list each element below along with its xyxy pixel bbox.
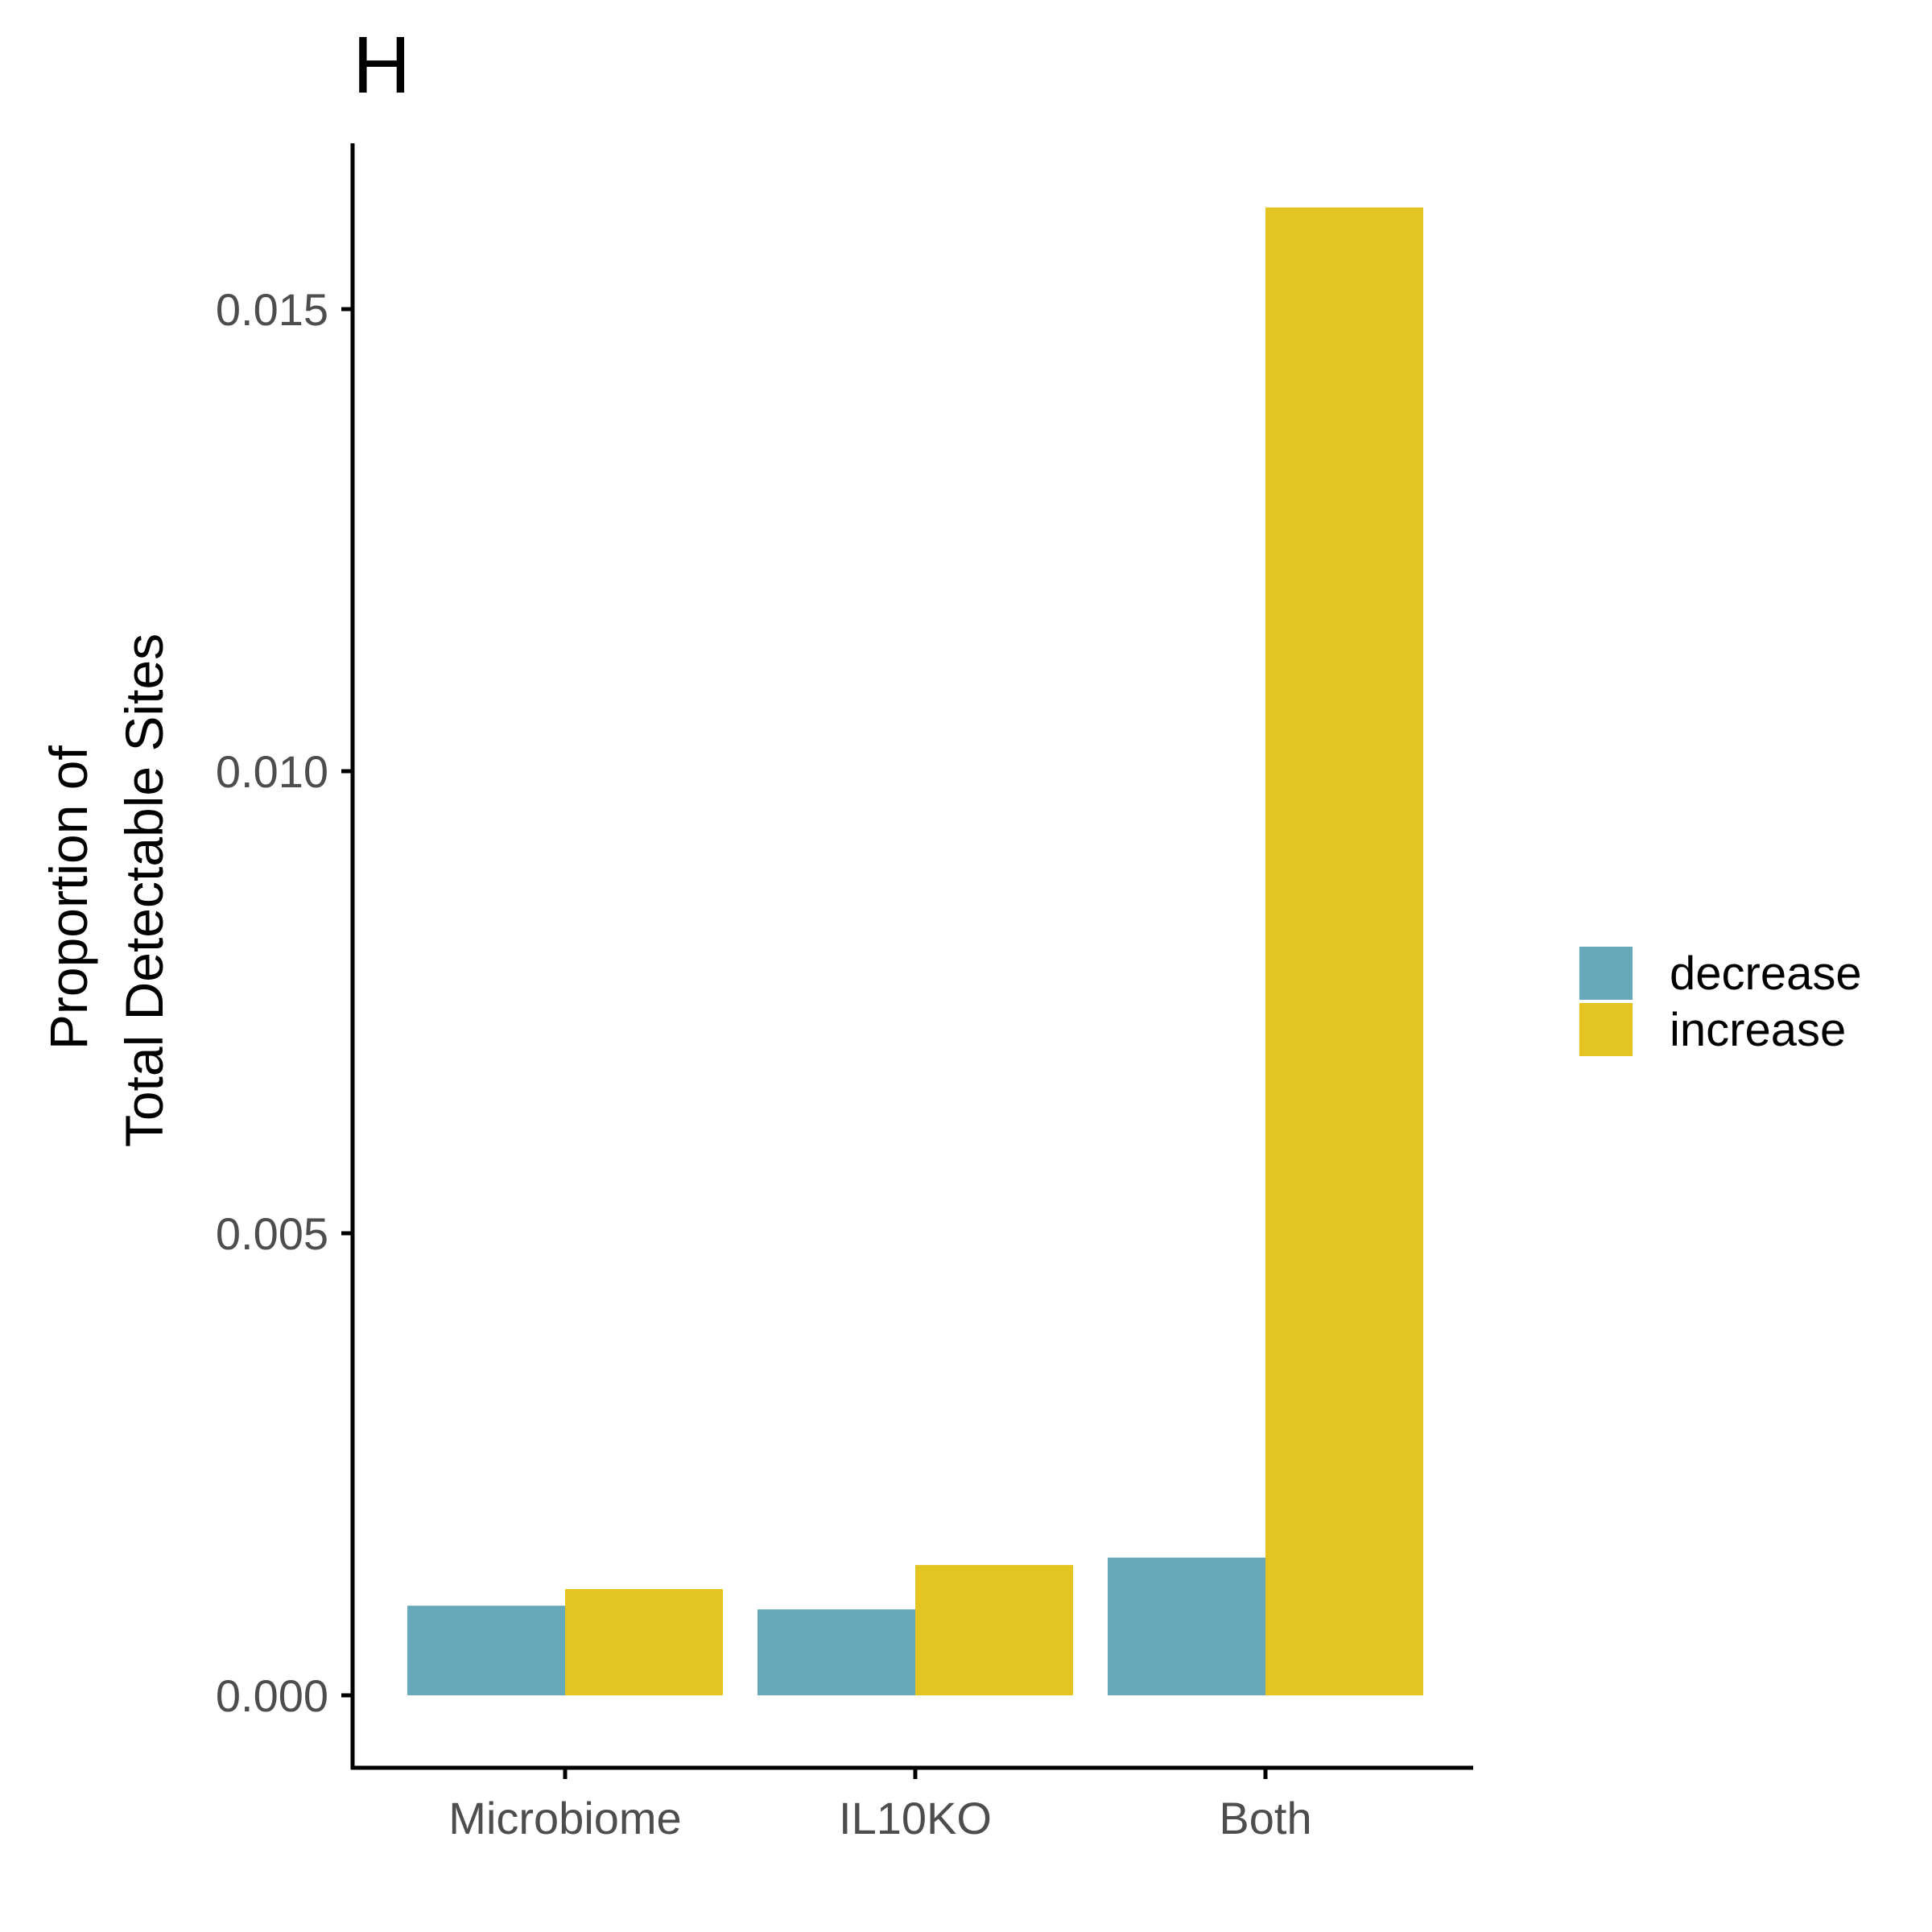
x-tick-label: IL10KO [839,1793,992,1843]
legend-label-increase: increase [1670,1004,1846,1056]
chart-title: H [353,20,411,110]
y-axis-title-line-2: Total Detectable Sites [114,634,174,1147]
legend-swatch-increase [1579,1003,1633,1056]
y-axis-title-line-1: Proportion of [39,745,98,1051]
y-axis: 0.000 0.005 0.010 0.015 [216,143,355,1769]
y-axis-title: Proportion of Total Detectable Sites [39,634,174,1147]
bar-increase-il10ko [915,1565,1073,1695]
bar-decrease-il10ko [758,1609,915,1695]
x-axis: Microbiome IL10KO Both [351,1765,1473,1843]
bar-decrease-both [1108,1557,1265,1695]
bar-increase-both [1265,207,1423,1696]
legend-label-decrease: decrease [1670,947,1862,1000]
bar-increase-microbiome [565,1588,723,1695]
legend-swatch-decrease [1579,947,1633,1000]
y-tick-label: 0.000 [216,1670,328,1721]
x-tick-label: Both [1219,1793,1311,1843]
bars-group [407,207,1423,1696]
y-tick-label: 0.005 [216,1208,328,1259]
y-tick-label: 0.010 [216,746,328,797]
x-tick-label: Microbiome [448,1793,681,1843]
y-tick-label: 0.015 [216,284,328,335]
bar-decrease-microbiome [407,1605,565,1695]
